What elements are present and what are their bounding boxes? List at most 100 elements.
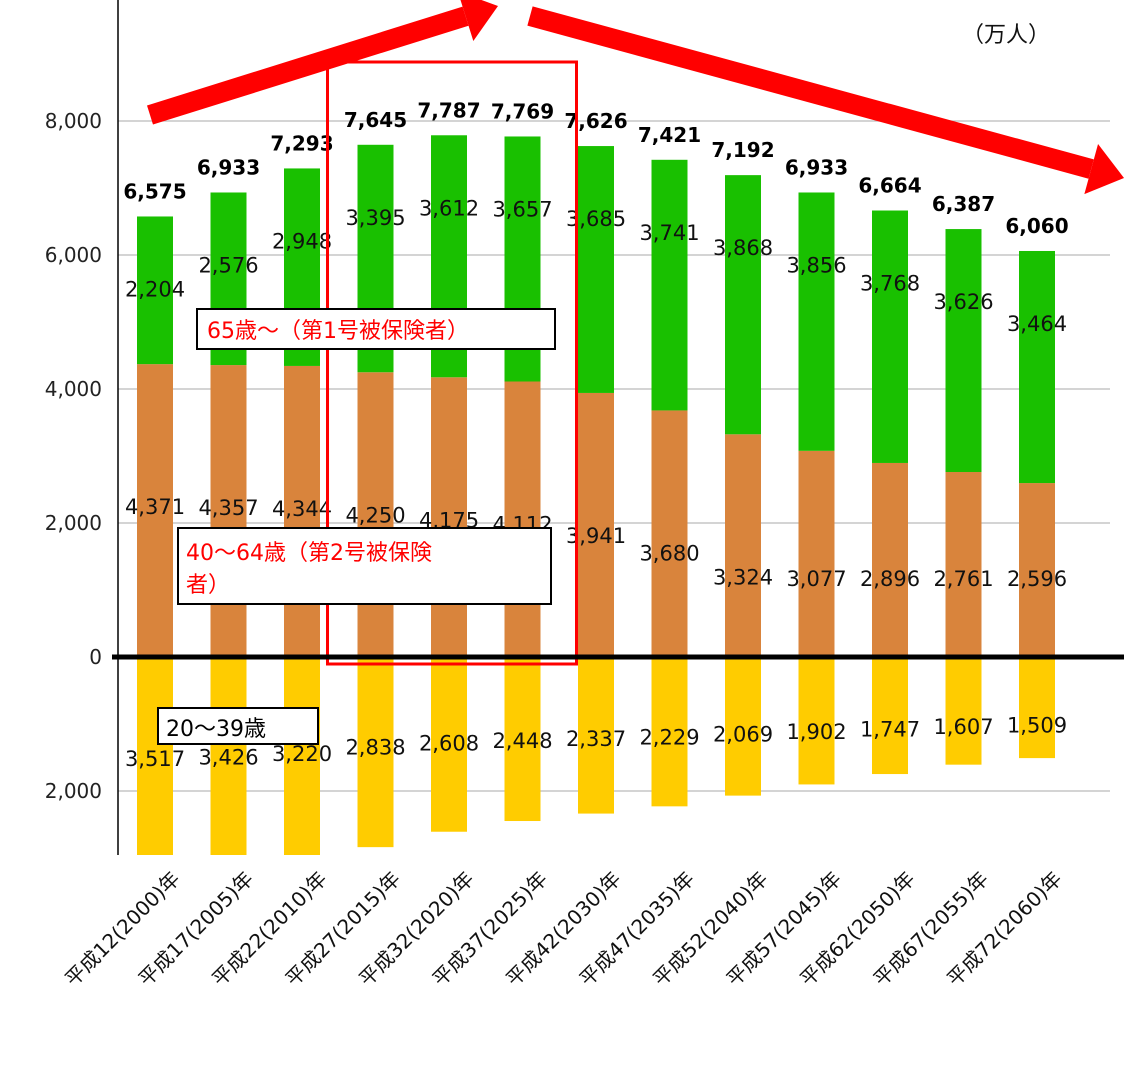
overlays [147,0,1124,666]
bar-65-plus [578,146,614,393]
bar-20-39 [945,657,982,765]
bar-65-plus [1019,250,1055,484]
total-label: 6,933 [197,155,260,179]
total-label: 6,664 [858,174,921,198]
value-label-65-plus: 3,768 [860,272,920,296]
total-label: 7,769 [491,99,554,123]
unit-label: （万人） [962,23,1050,48]
value-label-20-39: 2,337 [566,727,626,751]
total-label: 7,626 [564,109,627,133]
bar-20-39 [431,657,467,832]
bar-40-64 [284,365,320,657]
value-label-20-39: 2,069 [713,723,773,747]
value-label-20-39: 1,607 [933,715,993,739]
value-label-65-plus: 3,856 [786,253,846,277]
value-label-20-39: 2,838 [345,736,405,760]
bar-65-plus [725,175,761,435]
value-label-65-plus: 2,204 [125,277,185,301]
bar-20-39 [872,657,908,775]
value-label-40-64: 3,680 [639,541,699,565]
value-label-65-plus: 3,868 [713,236,773,260]
value-label-20-39: 1,902 [786,720,846,744]
bar-20-39 [210,657,247,855]
bar-40-64 [210,365,247,657]
total-label: 6,060 [1005,214,1068,238]
total-label: 7,645 [344,108,407,132]
bar-40-64 [1019,483,1055,657]
bar-40-64 [431,377,467,657]
value-label-65-plus: 2,576 [198,253,258,277]
bar-20-39 [137,657,173,855]
value-label-20-39: 2,229 [639,725,699,749]
value-label-65-plus: 3,626 [933,290,993,314]
bar-65-plus [945,229,982,473]
value-label-40-64: 4,250 [345,503,405,527]
value-label-40-64: 3,324 [713,565,773,589]
total-label: 6,933 [785,155,848,179]
total-label: 7,293 [270,131,333,155]
bar-65-plus [651,159,688,411]
y-tick-label: 2,000 [45,511,102,535]
trend-arrow-up [147,0,498,125]
bar-40-64 [945,472,982,657]
bar-20-39 [357,657,394,848]
total-label: 6,387 [932,192,995,216]
bar-40-64 [137,364,173,657]
trend-arrow-down [527,6,1124,195]
bar-20-39 [725,657,761,796]
value-label-65-plus: 3,612 [419,196,479,220]
y-tick-label: 4,000 [45,377,102,401]
total-labels: 6,575 6,933 7,293 7,645 7,787 7,769 7,626 7,421… [123,98,1068,238]
value-label-20-39: 2,448 [492,729,552,753]
category-labels: 平成12(2000)年平成17(2005)年平成22(2010)年平成27(20… [60,867,1066,991]
value-label-40-64: 2,761 [933,567,993,591]
value-label-65-plus: 3,741 [639,221,699,245]
bar-20-39 [284,657,320,855]
bar-40-64 [504,381,541,657]
legend-box-65-plus: 65歳〜（第1号被保険者） [196,308,556,350]
legend-text-40-64-line1: 40〜64歳（第2号被保険 [186,541,432,566]
bar-40-64 [798,450,835,657]
bar-20-39 [504,657,541,822]
bar-20-39 [1019,657,1055,759]
value-label-65-plus: 3,657 [492,197,552,221]
legend-box-20-39: 20〜39歳 [157,707,319,745]
bar-40-64 [578,392,614,657]
total-label: 6,575 [123,179,186,203]
value-label-20-39: 1,747 [860,717,920,741]
bar-40-64 [357,372,394,657]
value-label-20-39: 1,509 [1007,713,1067,737]
legend-box-40-64: 40〜64歳（第2号被保険 者） [177,527,552,605]
bar-40-64 [872,462,908,657]
value-label-40-64: 4,371 [125,495,185,519]
value-label-20-39: 2,608 [419,732,479,756]
value-label-40-64: 3,077 [786,567,846,591]
value-label-40-64: 4,357 [198,496,258,520]
total-label: 7,192 [711,138,774,162]
value-label-65-plus: 2,948 [272,229,332,253]
value-label-20-39: 3,517 [125,747,185,771]
value-label-40-64: 4,344 [272,497,332,521]
bar-20-39 [578,657,614,814]
value-label-65-plus: 3,464 [1007,312,1067,336]
axes: 0 2,000 4,000 6,000 8,000 2,000 [45,0,1124,855]
total-label: 7,421 [638,123,701,147]
bar-20-39 [651,657,688,807]
legend-text-65-plus: 65歳〜（第1号被保険者） [207,319,469,344]
y-tick-label: 6,000 [45,243,102,267]
bar-65-plus [137,216,173,365]
bar-40-64 [651,410,688,657]
legend-text-40-64-line2: 者） [186,573,230,598]
value-labels: 3,517 4,371 2,204 3,426 4,357 2,576 3,220 4,344… [125,196,1067,771]
bar-40-64 [725,434,761,657]
value-label-40-64: 3,941 [566,524,626,548]
value-label-65-plus: 3,685 [566,207,626,231]
bar-65-plus [872,210,908,463]
value-label-65-plus: 3,395 [345,206,405,230]
value-label-20-39: 3,426 [198,745,258,769]
y-tick-label: 2,000 [45,779,102,803]
value-label-20-39: 3,220 [272,742,332,766]
legend-text-20-39: 20〜39歳 [166,717,266,742]
value-label-40-64: 2,596 [1007,567,1067,591]
